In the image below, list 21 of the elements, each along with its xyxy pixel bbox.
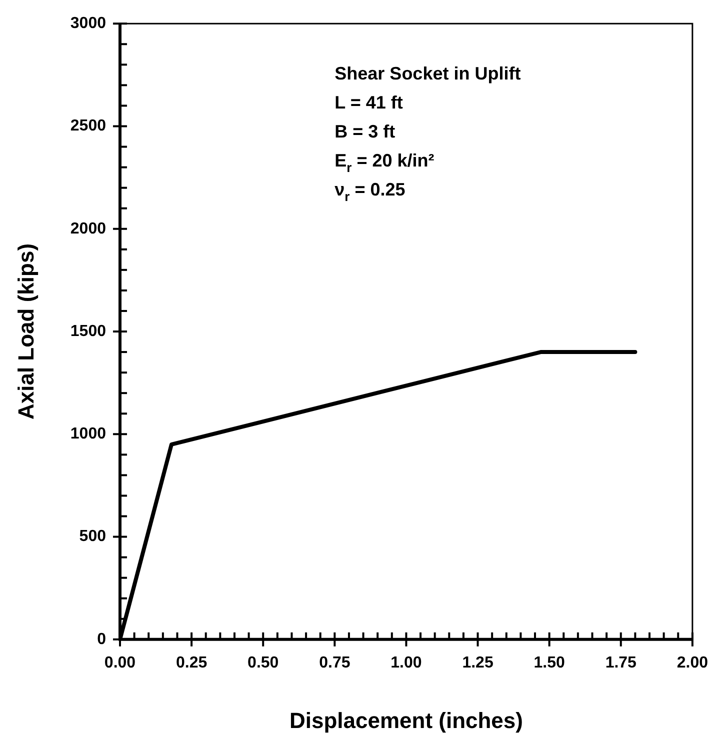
y-tick-label: 2000 [70,220,106,238]
x-tick-label: 0.50 [248,654,279,672]
x-tick-label: 1.00 [390,654,422,672]
x-axis-title: Displacement (inches) [289,708,523,733]
x-tick-label: 2.00 [676,654,708,672]
x-tick-label: 0.00 [104,654,136,672]
x-tick-label: 1.50 [534,654,565,672]
annotation: L = 41 ft [334,92,403,113]
y-tick-label: 3000 [70,15,106,32]
y-tick-label: 500 [79,528,106,546]
y-tick-label: 2500 [70,118,106,135]
annotation: B = 3 ft [334,122,396,142]
x-tick-label: 0.25 [176,654,208,672]
y-tick-label: 1000 [70,426,106,443]
x-tick-label: 0.75 [319,654,350,672]
y-tick-label: 0 [97,630,106,648]
x-tick-label: 1.25 [462,654,494,672]
annotation: Shear Socket in Uplift [334,64,521,84]
x-tick-label: 1.75 [605,654,637,672]
y-axis-title: Axial Load (kips) [13,243,38,420]
y-tick-label: 1500 [70,322,106,340]
